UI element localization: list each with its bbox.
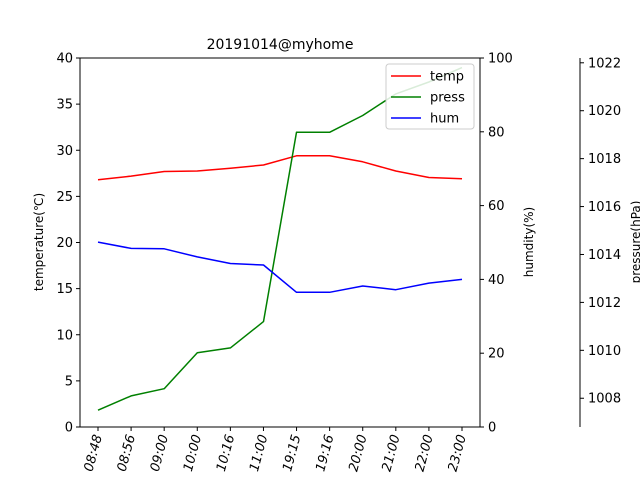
legend-label-hum: hum — [430, 112, 459, 127]
humidity-tick-label: 60 — [488, 199, 505, 214]
temperature-tick-label: 40 — [56, 52, 73, 67]
humidity-axis: humdity(%) 0 20 40 60 80 100 — [480, 52, 536, 436]
temperature-tick-label: 25 — [56, 190, 73, 205]
legend-label-press: press — [430, 91, 465, 106]
x-tick-label: 23:00 — [446, 433, 470, 473]
temperature-axis-label: temperature(℃) — [32, 193, 46, 291]
x-tick-label: 10:16 — [214, 433, 238, 473]
temperature-tick-label: 10 — [56, 328, 73, 343]
legend-label-temp: temp — [430, 70, 464, 85]
x-tick-label: 21:00 — [379, 433, 403, 473]
humidity-axis-label: humdity(%) — [522, 207, 536, 277]
pressure-axis: pressure(hPa) 1008 1010 1012 1014 1016 1018 10… — [579, 56, 640, 427]
pressure-tick-label: 1014 — [588, 248, 621, 263]
x-tick-label: 20:00 — [346, 433, 370, 473]
x-tick-label: 08:48 — [82, 433, 106, 473]
temperature-tick-label: 5 — [65, 374, 73, 389]
series-line-temp — [97, 155, 463, 181]
humidity-tick-label: 40 — [488, 273, 505, 288]
humidity-tick-label: 100 — [488, 52, 513, 67]
pressure-tick-label: 1010 — [588, 344, 621, 359]
x-tick-label: 11:00 — [247, 433, 271, 473]
x-tick-label: 19:16 — [313, 433, 337, 473]
legend-box — [385, 63, 475, 130]
legend: temp press hum — [385, 63, 475, 130]
x-tick-label: 09:00 — [148, 433, 172, 473]
temperature-tick-label: 20 — [56, 236, 73, 251]
series-line-hum — [97, 241, 463, 294]
pressure-tick-label: 1008 — [588, 392, 621, 407]
x-tick-label: 22:00 — [413, 433, 437, 473]
pressure-axis-label: pressure(hPa) — [629, 201, 640, 284]
temperature-tick-label: 30 — [56, 144, 73, 159]
temperature-axis: temperature(℃) 0 5 10 15 20 25 30 35 40 — [32, 52, 80, 436]
pressure-tick-label: 1022 — [588, 56, 621, 71]
x-tick-label: 08:56 — [115, 433, 139, 473]
humidity-tick-label: 0 — [488, 421, 496, 436]
x-tick-label: 10:00 — [181, 433, 205, 473]
pressure-tick-label: 1018 — [588, 152, 621, 167]
temperature-tick-label: 35 — [56, 98, 73, 113]
chart-title: 20191014@myhome — [207, 37, 354, 53]
humidity-tick-label: 80 — [488, 125, 505, 140]
humidity-tick-label: 20 — [488, 347, 505, 362]
pressure-tick-label: 1012 — [588, 296, 621, 311]
temperature-tick-label: 0 — [65, 421, 73, 436]
x-tick-label: 19:15 — [280, 433, 304, 473]
pressure-tick-label: 1016 — [588, 200, 621, 215]
pressure-tick-label: 1020 — [588, 104, 621, 119]
temperature-tick-label: 15 — [56, 282, 73, 297]
x-axis: 08:48 08:56 09:00 10:00 10:16 11:00 19:15 19:16… — [82, 427, 470, 473]
